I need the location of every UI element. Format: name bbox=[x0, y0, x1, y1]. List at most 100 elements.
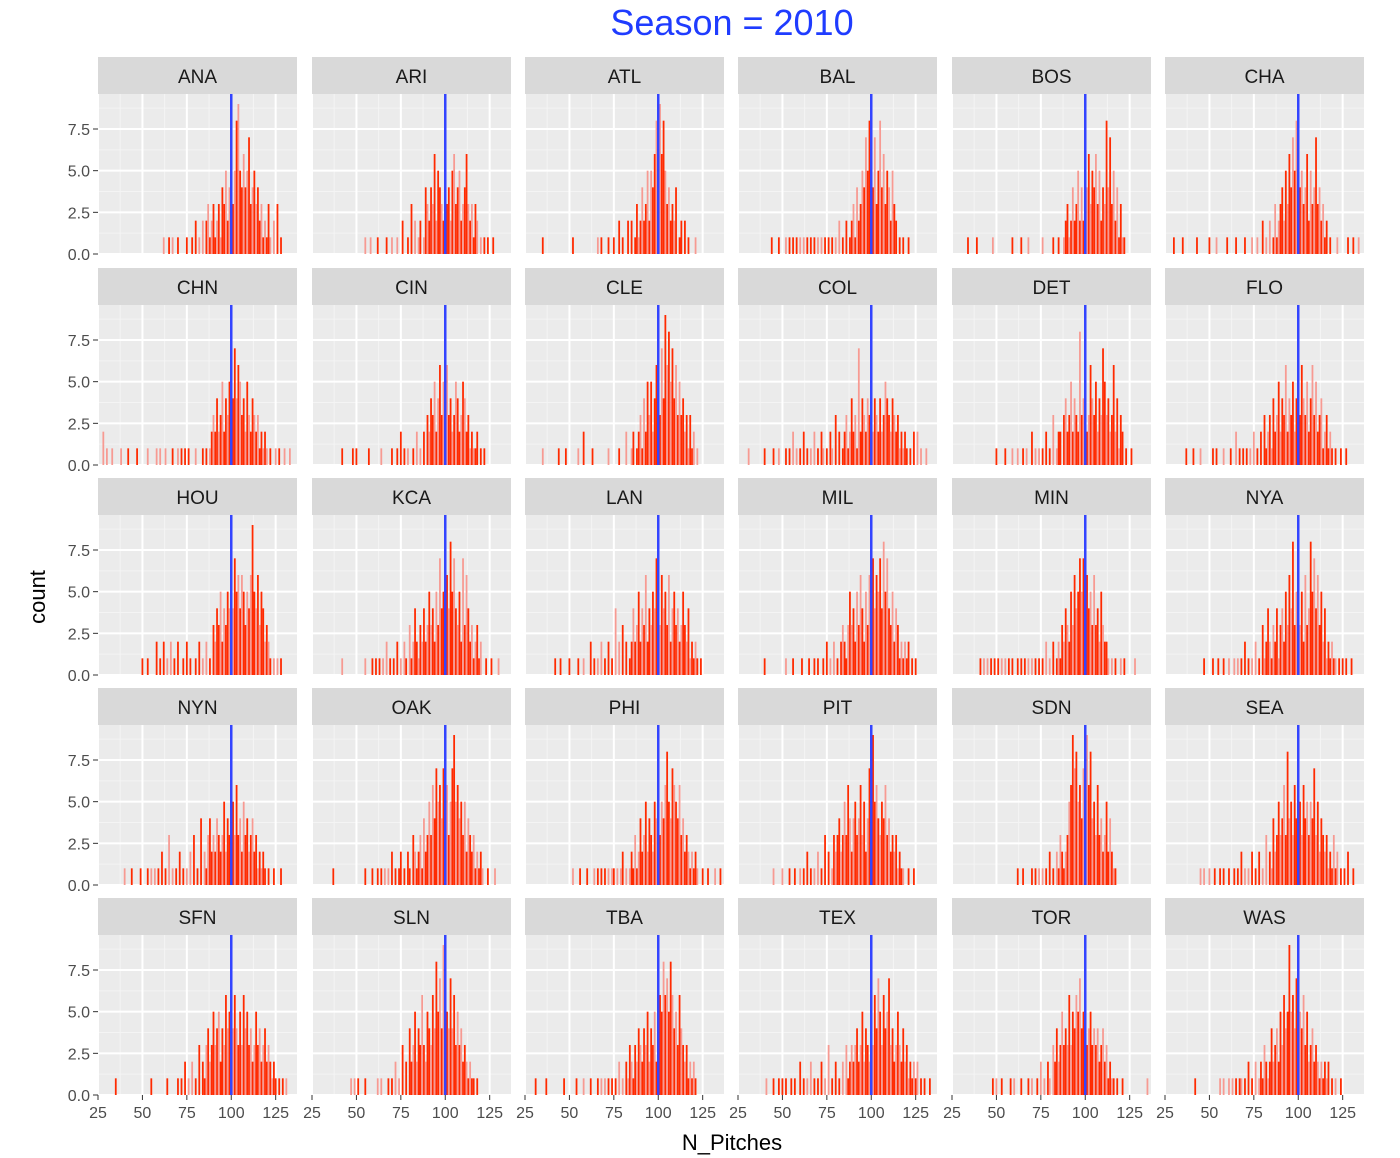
histogram-bar bbox=[1121, 1078, 1124, 1095]
histogram-bar bbox=[1091, 1045, 1094, 1095]
histogram-bar bbox=[1111, 204, 1113, 254]
histogram-bar bbox=[465, 154, 468, 254]
histogram-bar bbox=[863, 1061, 866, 1095]
histogram-bar bbox=[472, 237, 475, 254]
histogram-bar bbox=[1054, 1061, 1056, 1095]
histogram-bar bbox=[1052, 1045, 1055, 1095]
histogram-bar bbox=[433, 818, 436, 885]
histogram-bar bbox=[875, 204, 878, 254]
histogram-bar bbox=[827, 237, 830, 254]
facet-strip-label: MIN bbox=[1034, 488, 1069, 509]
histogram-bar bbox=[201, 1061, 204, 1095]
histogram-bar bbox=[662, 961, 665, 1095]
facet-strip bbox=[1165, 57, 1364, 94]
histogram-bar bbox=[1260, 1061, 1262, 1095]
histogram-bar bbox=[1071, 431, 1074, 465]
histogram-bar bbox=[655, 1061, 658, 1095]
histogram-bar bbox=[1031, 658, 1033, 675]
x-tick-label: 100 bbox=[218, 1105, 245, 1122]
histogram-bar bbox=[637, 851, 640, 885]
histogram-bar bbox=[680, 415, 683, 465]
histogram-bar bbox=[1123, 237, 1126, 254]
histogram-bar bbox=[440, 818, 443, 885]
histogram-bar bbox=[636, 868, 638, 885]
histogram-bar bbox=[242, 591, 245, 675]
histogram-bar bbox=[1052, 237, 1055, 254]
histogram-bar bbox=[1261, 625, 1264, 675]
histogram-bar bbox=[1292, 995, 1294, 1095]
histogram-bar bbox=[777, 1078, 780, 1095]
histogram-bar bbox=[401, 1045, 404, 1095]
histogram-bar bbox=[1308, 608, 1310, 675]
histogram-bar bbox=[401, 220, 404, 254]
histogram-bar bbox=[1086, 1045, 1088, 1095]
histogram-bar bbox=[696, 448, 699, 465]
histogram-bar bbox=[1322, 835, 1325, 885]
histogram-bar bbox=[1304, 415, 1307, 465]
histogram-bar bbox=[1073, 398, 1076, 465]
histogram-bar bbox=[106, 448, 108, 465]
histogram-bar bbox=[1102, 348, 1104, 465]
histogram-bar bbox=[430, 625, 432, 675]
histogram-bar bbox=[1105, 1045, 1108, 1095]
histogram-bar bbox=[628, 868, 631, 885]
histogram-bar bbox=[472, 658, 475, 675]
histogram-bar bbox=[781, 1078, 784, 1095]
histogram-bar bbox=[185, 868, 188, 885]
histogram-bar bbox=[817, 658, 819, 675]
histogram-bar bbox=[1329, 237, 1332, 254]
histogram-bar bbox=[1267, 431, 1269, 465]
histogram-bar bbox=[1118, 448, 1120, 465]
histogram-bar bbox=[827, 1045, 830, 1095]
y-tick-label: 2.5 bbox=[68, 205, 90, 222]
histogram-bar bbox=[271, 1078, 274, 1095]
histogram-bar bbox=[1299, 187, 1301, 254]
histogram-bar bbox=[209, 818, 211, 885]
histogram-bar bbox=[232, 608, 234, 675]
histogram-bar bbox=[1265, 1061, 1268, 1095]
histogram-bar bbox=[146, 658, 149, 675]
histogram-bar bbox=[228, 187, 231, 254]
histogram-bar bbox=[212, 1011, 215, 1095]
histogram-bar bbox=[408, 625, 411, 675]
histogram-bar bbox=[664, 591, 667, 675]
y-tick-label: 0.0 bbox=[68, 1088, 90, 1105]
histogram-bar bbox=[719, 868, 722, 885]
histogram-bar bbox=[239, 818, 242, 885]
histogram-bar bbox=[351, 448, 354, 465]
histogram-bar bbox=[471, 204, 473, 254]
histogram-bar bbox=[1268, 1061, 1271, 1095]
histogram-bar bbox=[210, 220, 213, 254]
histogram-bar bbox=[217, 835, 220, 885]
histogram-bar bbox=[820, 237, 823, 254]
histogram-bar bbox=[1071, 1011, 1074, 1095]
histogram-bar bbox=[426, 625, 429, 675]
histogram-bar bbox=[813, 658, 816, 675]
histogram-bar bbox=[1119, 415, 1122, 465]
histogram-bar bbox=[1103, 641, 1106, 675]
histogram-bar bbox=[641, 608, 644, 675]
histogram-bar bbox=[865, 431, 867, 465]
facet-strip bbox=[1165, 898, 1364, 935]
histogram-bar bbox=[1082, 220, 1085, 254]
histogram-bar bbox=[692, 658, 695, 675]
histogram-bar bbox=[905, 658, 908, 675]
histogram-bar bbox=[1219, 868, 1221, 885]
histogram-bar bbox=[1254, 868, 1257, 885]
histogram-bar bbox=[205, 448, 208, 465]
facet-strip bbox=[1165, 688, 1364, 725]
x-tick-label: 25 bbox=[303, 1105, 321, 1122]
histogram-bar bbox=[423, 608, 425, 675]
histogram-bar bbox=[678, 995, 681, 1095]
histogram-bar bbox=[1251, 851, 1253, 885]
histogram-bar bbox=[1284, 365, 1287, 465]
histogram-bar bbox=[625, 868, 628, 885]
histogram-bar bbox=[479, 237, 482, 254]
histogram-bar bbox=[1304, 575, 1307, 675]
histogram-bar bbox=[882, 995, 885, 1095]
histogram-bar bbox=[863, 641, 866, 675]
histogram-bar bbox=[123, 868, 126, 885]
histogram-bar bbox=[419, 625, 422, 675]
histogram-bar bbox=[788, 448, 791, 465]
histogram-bar bbox=[845, 220, 848, 254]
